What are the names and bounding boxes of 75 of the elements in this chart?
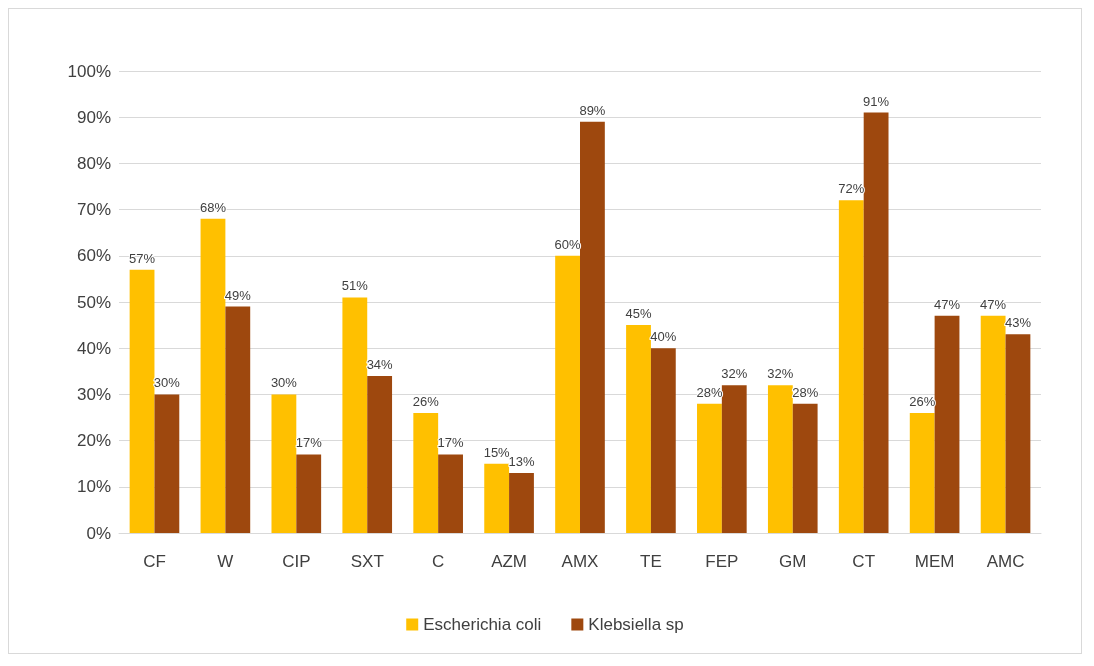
data-label: 47% (980, 296, 1007, 312)
y-tick-label: 70% (76, 200, 111, 220)
bar (792, 403, 818, 533)
data-label: 17% (437, 435, 465, 451)
data-label: 26% (412, 393, 440, 409)
x-tick-label: SXT (350, 552, 384, 571)
data-label: 60% (554, 236, 582, 252)
x-tick-label: MEM (914, 552, 955, 571)
data-label: 34% (366, 356, 394, 372)
bar (980, 315, 1006, 533)
bar (555, 255, 580, 533)
bar (200, 218, 226, 533)
bar (909, 412, 935, 533)
x-tick-label: AZM (491, 552, 528, 571)
y-tick-label: 40% (76, 338, 111, 358)
bar (626, 325, 651, 533)
y-tick-label: 50% (76, 292, 111, 312)
data-label: 45% (625, 306, 652, 322)
bar (767, 385, 793, 533)
bar (721, 385, 747, 533)
x-tick-label: AMX (561, 552, 599, 571)
legend-label: Escherichia coli (423, 615, 542, 634)
bar (484, 463, 510, 533)
x-tick-label: CT (852, 552, 876, 571)
data-label: 51% (341, 278, 369, 294)
x-tick-label: W (217, 552, 234, 571)
bar (838, 200, 864, 533)
bar (367, 375, 393, 533)
data-label: 30% (270, 375, 298, 391)
y-tick-label: 90% (76, 107, 111, 127)
x-tick-label: GM (779, 552, 807, 571)
y-tick-label: 100% (67, 61, 111, 81)
data-label: 49% (224, 287, 252, 303)
bar (438, 454, 463, 533)
bar (129, 269, 155, 533)
bar (650, 348, 676, 533)
bar (863, 112, 889, 533)
bar (934, 315, 960, 533)
x-tick-label: CF (143, 552, 166, 571)
x-tick-label: CIP (282, 552, 311, 571)
bar (154, 394, 180, 533)
bar (413, 412, 439, 533)
bar (296, 454, 322, 533)
bar (509, 472, 534, 533)
data-label: 26% (909, 393, 936, 409)
data-label: 17% (295, 435, 323, 451)
bar (225, 306, 251, 533)
data-label: 32% (721, 366, 748, 382)
data-label: 13% (508, 453, 535, 469)
data-label: 47% (934, 296, 961, 312)
data-label: 91% (863, 93, 890, 109)
y-tick-label: 60% (76, 246, 111, 266)
data-label: 72% (838, 181, 865, 197)
y-tick-label: 80% (76, 153, 111, 173)
y-tick-label: 20% (76, 431, 111, 451)
legend-label: Klebsiella sp (588, 615, 684, 634)
data-label: 32% (767, 366, 794, 382)
data-label: 15% (483, 444, 511, 460)
x-tick-label: AMC (986, 552, 1025, 571)
x-tick-label: C (432, 552, 445, 571)
y-tick-label: 30% (76, 384, 111, 404)
x-tick-label: TE (640, 552, 662, 571)
data-label: 89% (579, 102, 606, 118)
bar (342, 297, 368, 533)
data-label: 68% (199, 199, 227, 215)
y-tick-label: 0% (86, 523, 111, 543)
data-label: 28% (696, 384, 723, 400)
y-tick-label: 10% (76, 477, 111, 497)
bar (580, 121, 605, 533)
bar (1005, 334, 1031, 533)
data-label: 57% (129, 250, 156, 266)
data-label: 28% (792, 384, 819, 400)
bar (271, 394, 297, 533)
x-tick-label: FEP (705, 552, 739, 571)
bar (697, 403, 722, 533)
